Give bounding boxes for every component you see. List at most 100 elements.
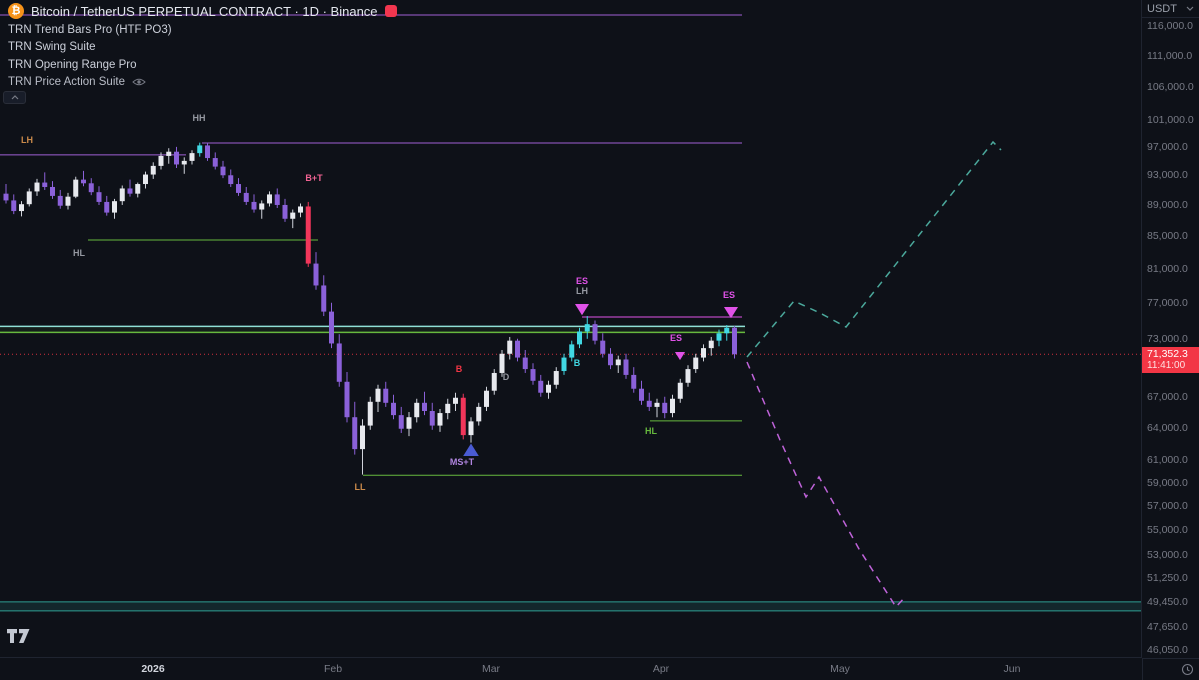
candle-body [724, 327, 730, 334]
candle-body [491, 372, 497, 391]
candle-body [73, 179, 79, 197]
legend-collapse-button[interactable] [3, 91, 26, 104]
bearish-projection [746, 361, 906, 609]
price-axis-label: 64,000.0 [1147, 421, 1188, 434]
chart-label: LH [576, 286, 588, 296]
candle-body [608, 353, 613, 366]
candle-body [360, 425, 365, 450]
candle-body [34, 182, 40, 192]
time-axis-label-month: Feb [323, 663, 343, 675]
currency-selector[interactable]: USDT [1142, 0, 1199, 18]
eye-icon[interactable] [132, 77, 146, 87]
candle-body [437, 413, 443, 426]
price-axis-label: 116,000.0 [1147, 20, 1193, 32]
candle-body [81, 179, 86, 184]
candle-body [569, 344, 575, 358]
bar-countdown: 11:41:00 [1147, 360, 1186, 372]
candle-body [584, 324, 590, 332]
price-axis-label: 101,000.0 [1147, 113, 1194, 126]
chart-area[interactable]: HH LH HL B+T LL MS+T HL ES LH ES ES B D B ₿ Bitcoin /… [0, 0, 1141, 658]
candle-body [538, 380, 544, 393]
price-axis-label: 53,000.0 [1147, 549, 1188, 562]
clock-icon[interactable] [1181, 663, 1194, 676]
candle-body [391, 402, 396, 416]
time-axis[interactable]: 2026 Feb Mar Apr May Jun [0, 657, 1142, 680]
candle-body [42, 182, 48, 187]
candle-body [135, 184, 141, 194]
candle-body [274, 194, 280, 205]
candle-body [383, 388, 389, 403]
candle-body [205, 145, 210, 159]
candle-body [429, 411, 435, 426]
opening-range-zone [0, 326, 745, 333]
candle-body [220, 166, 226, 176]
candle-body [143, 174, 148, 185]
time-axis-label-month: Mar [481, 663, 501, 675]
trn-logo-icon [384, 5, 397, 17]
candle-body [631, 374, 637, 389]
candle-body [445, 403, 451, 414]
legend-item-trend-bars[interactable]: TRN Trend Bars Pro (HTF PO3) [8, 21, 172, 39]
candle-body [708, 340, 714, 349]
candle-body [701, 348, 706, 358]
candle-body [305, 206, 311, 264]
candle-body [732, 327, 737, 355]
candle-body [615, 359, 621, 366]
bitcoin-icon: ₿ [8, 3, 24, 19]
chart-label: D [503, 372, 510, 382]
symbol-bar[interactable]: ₿ Bitcoin / TetherUS PERPETUAL CONTRACT … [8, 2, 397, 20]
candle-body [19, 204, 24, 212]
candle-body [662, 402, 668, 414]
price-axis-label: 93,000.0 [1147, 169, 1188, 182]
candle-body [57, 195, 63, 206]
chart-label: ES [670, 333, 682, 343]
current-price: 71,352.3 [1147, 348, 1188, 361]
candle-body [321, 285, 327, 312]
price-axis[interactable]: USDT 116,000.0 111,000.0 106,000.0 101,000.… [1141, 0, 1199, 658]
chart-label: LL [355, 482, 366, 492]
indicator-legend: TRN Trend Bars Pro (HTF PO3) TRN Swing S… [8, 21, 172, 91]
price-axis-label: 67,000.0 [1147, 390, 1188, 403]
candle-body [577, 331, 582, 345]
candle-body [243, 192, 249, 202]
candle-body [236, 184, 241, 193]
legend-item-opening-range[interactable]: TRN Opening Range Pro [8, 56, 172, 74]
candle-body [693, 357, 699, 370]
candle-body [313, 263, 319, 286]
legend-item-swing-suite[interactable]: TRN Swing Suite [8, 39, 172, 57]
candle-body [367, 401, 373, 426]
candle-body [282, 204, 288, 219]
price-axis-label: 46,050.0 [1147, 644, 1188, 656]
current-price-badge: 71,352.3 11:41:00 [1142, 347, 1199, 374]
es-signal-marker [674, 352, 686, 361]
chart-label: B+T [305, 173, 323, 183]
legend-item-price-action[interactable]: TRN Price Action Suite [8, 74, 172, 92]
candle-body [546, 384, 551, 393]
symbol-title[interactable]: Bitcoin / TetherUS PERPETUAL CONTRACT · … [31, 3, 378, 19]
candle-body [600, 340, 606, 354]
chart-label: HL [73, 248, 85, 258]
candle-body [11, 200, 17, 212]
candle-body [515, 340, 520, 358]
candle-body [352, 417, 358, 450]
candle-body [592, 324, 598, 341]
candle-body [336, 343, 342, 382]
chart-label: B [456, 364, 463, 374]
candle-body [716, 333, 722, 341]
candle-body [96, 192, 102, 202]
tradingview-logo[interactable] [7, 628, 32, 649]
candle-body [522, 357, 528, 370]
candle-body [119, 188, 125, 202]
candle-body [112, 201, 117, 213]
candle-body [670, 398, 675, 414]
candle-body [414, 402, 420, 418]
candle-body [639, 388, 644, 401]
es-signal-marker [574, 304, 590, 316]
price-axis-label: 77,000.0 [1147, 296, 1188, 309]
chart-label: MS+T [450, 457, 475, 467]
price-axis-label: 85,000.0 [1147, 230, 1188, 243]
candle-body [228, 175, 234, 185]
candle-body [344, 381, 350, 418]
candle-body [189, 153, 195, 161]
